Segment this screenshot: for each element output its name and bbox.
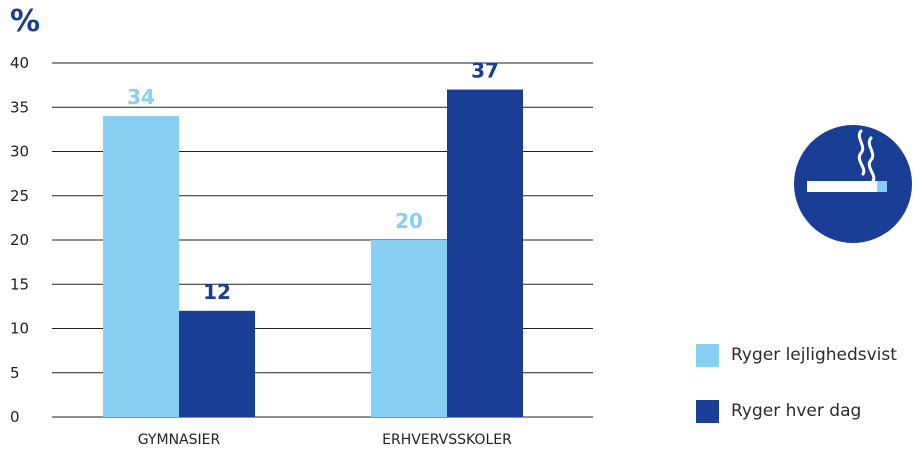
legend-item-ryger-lejlighedsvist: Ryger lejlighedsvist (696, 340, 897, 370)
y-tick-label: 25 (10, 187, 29, 205)
y-tick-label: 5 (10, 364, 20, 382)
y-tick-label: 30 (10, 143, 29, 161)
data-label: 37 (471, 59, 499, 83)
bar (103, 116, 179, 417)
y-tick-label: 15 (10, 275, 29, 293)
legend-swatch (696, 343, 719, 367)
data-label: 34 (127, 85, 155, 109)
x-tick-label: ERHVERVSSKOLER (382, 432, 512, 448)
bar (371, 240, 447, 417)
y-tick-label: 0 (10, 408, 20, 426)
legend-item-ryger-hver-dag: Ryger hver dag (696, 396, 897, 426)
y-tick-label: 35 (10, 98, 29, 116)
y-unit-label: % (10, 4, 41, 39)
legend-swatch (696, 399, 719, 423)
data-label: 20 (395, 209, 423, 233)
bar (447, 89, 523, 418)
data-label: 12 (203, 280, 231, 304)
legend-label: Ryger hver dag (731, 401, 862, 421)
y-tick-label: 10 (10, 320, 29, 338)
y-tick-label: 40 (10, 54, 29, 72)
y-tick-label: 20 (10, 231, 29, 249)
x-tick-label: GYMNASIER (138, 432, 221, 448)
legend: Ryger lejlighedsvist Ryger hver dag (696, 340, 897, 452)
legend-label: Ryger lejlighedsvist (731, 345, 897, 365)
smoking-cigarette-icon (793, 124, 916, 244)
bar (179, 310, 255, 417)
